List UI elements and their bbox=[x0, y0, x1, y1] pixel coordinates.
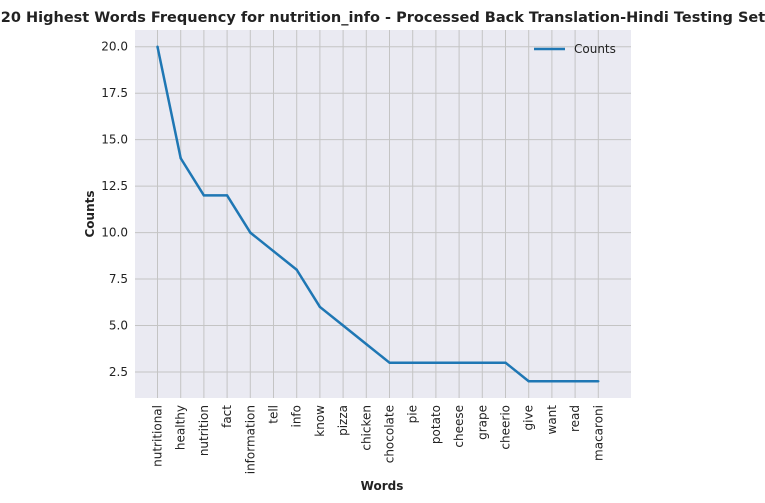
data-point-information bbox=[249, 231, 252, 234]
y-tick-label: 5.0 bbox=[109, 319, 128, 333]
x-tick-label: information bbox=[243, 405, 257, 474]
chart-title: 20 Highest Words Frequency for nutrition… bbox=[1, 10, 765, 26]
x-tick-label: macaroni bbox=[591, 405, 605, 461]
plot-area bbox=[135, 30, 631, 398]
data-point-want bbox=[550, 380, 554, 383]
data-point-chocolate bbox=[388, 361, 391, 364]
data-point-pizza bbox=[341, 324, 345, 327]
data-point-grape bbox=[481, 361, 484, 364]
y-tick-label: 20.0 bbox=[101, 40, 128, 54]
y-tick-label: 10.0 bbox=[101, 226, 128, 240]
x-tick-label: cheerio bbox=[499, 405, 513, 450]
x-tick-label: nutrition bbox=[197, 405, 211, 456]
x-tick-label: pie bbox=[406, 405, 420, 423]
data-point-potato bbox=[434, 361, 438, 364]
data-point-healthy bbox=[179, 157, 182, 160]
data-point-macaroni bbox=[597, 380, 600, 383]
x-axis-label: Words bbox=[361, 479, 404, 493]
y-axis-label: Counts bbox=[83, 190, 97, 237]
x-gridlines bbox=[157, 30, 599, 398]
x-tick-label: grape bbox=[475, 405, 489, 440]
x-tick-labels: nutritional healthy nutrition fact informati… bbox=[151, 405, 606, 475]
x-tick-label: potato bbox=[429, 405, 443, 444]
legend: Counts bbox=[534, 42, 616, 56]
data-point-info bbox=[295, 268, 298, 271]
y-gridlines bbox=[135, 46, 631, 373]
x-tick-label: cheese bbox=[452, 405, 466, 448]
y-tick-label: 15.0 bbox=[101, 133, 128, 147]
x-tick-label: healthy bbox=[174, 405, 188, 450]
x-tick-label: tell bbox=[267, 405, 281, 424]
legend-label: Counts bbox=[574, 42, 616, 56]
y-tick-label: 2.5 bbox=[109, 365, 128, 379]
x-tick-label: read bbox=[568, 405, 582, 432]
y-tick-label: 17.5 bbox=[101, 86, 128, 100]
data-point-cheerio bbox=[504, 361, 507, 364]
data-point-read bbox=[573, 380, 577, 383]
data-point-chicken bbox=[365, 342, 368, 346]
data-point-tell bbox=[272, 249, 275, 253]
x-tick-label: chocolate bbox=[383, 405, 397, 463]
y-tick-label: 12.5 bbox=[101, 179, 128, 193]
series-line-counts bbox=[156, 46, 599, 383]
data-point-cheese bbox=[457, 361, 461, 364]
data-point-fact bbox=[225, 194, 229, 197]
data-point-give bbox=[527, 380, 530, 383]
x-tick-label: fact bbox=[220, 405, 234, 428]
x-tick-label: give bbox=[522, 405, 536, 430]
y-tick-labels: 2.5 5.0 7.5 10.0 12.5 15.0 17.5 20.0 bbox=[101, 40, 128, 379]
x-tick-label: info bbox=[290, 405, 304, 428]
x-tick-label: chicken bbox=[359, 405, 373, 451]
data-point-know bbox=[318, 305, 322, 309]
x-tick-label: nutritional bbox=[151, 405, 165, 467]
data-point-nutrition bbox=[202, 194, 206, 197]
x-tick-label: pizza bbox=[336, 405, 350, 436]
x-tick-label: know bbox=[313, 405, 327, 437]
series-layer bbox=[156, 45, 600, 383]
data-point-pie bbox=[411, 361, 414, 364]
x-tick-label: want bbox=[545, 405, 559, 435]
data-point-nutritional bbox=[156, 45, 159, 48]
y-tick-label: 7.5 bbox=[109, 272, 128, 286]
